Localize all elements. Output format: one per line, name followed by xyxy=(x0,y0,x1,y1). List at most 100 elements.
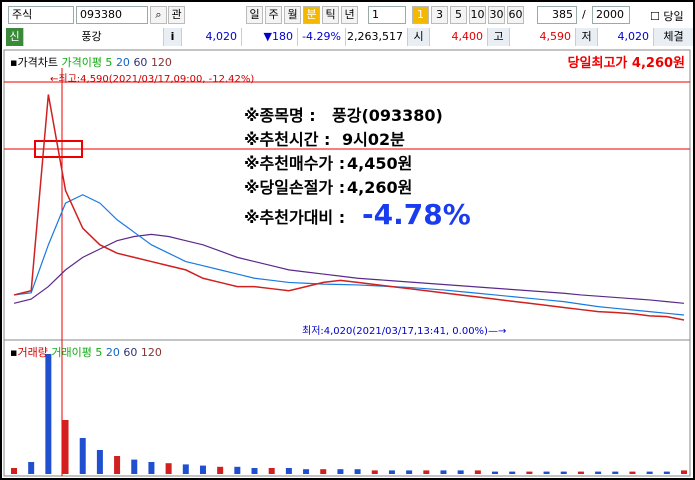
period-button[interactable]: 일 xyxy=(246,6,263,24)
period-button[interactable]: 월 xyxy=(284,6,301,24)
rec-value: 풍강(093380) xyxy=(332,106,443,125)
price: 4,020 xyxy=(182,28,242,46)
volume-bar xyxy=(474,470,481,474)
period-button[interactable]: 년 xyxy=(341,6,358,24)
rec-label: ※추천매수가 : xyxy=(244,154,346,173)
rate: -4.29% xyxy=(298,28,346,46)
volume-bar xyxy=(663,471,670,474)
volume-legend: ▪거래량 거래이평 5 20 60 120 xyxy=(10,346,162,359)
volume-bar xyxy=(595,471,602,474)
open: 4,400 xyxy=(430,28,488,46)
minute-button[interactable]: 60 xyxy=(507,6,524,24)
low: 4,020 xyxy=(598,28,654,46)
volume-bar xyxy=(681,470,687,474)
rec-label: ※추천시간 : xyxy=(244,130,331,149)
legend-entry: 60 xyxy=(123,346,138,359)
info-button[interactable]: i xyxy=(164,28,182,46)
high: 4,590 xyxy=(510,28,576,46)
rec-value: 4,450원 xyxy=(347,154,413,173)
volume-bar xyxy=(543,471,550,474)
price-legend: ▪가격차트 가격이평 5 20 60 120 xyxy=(10,56,172,69)
ma20-line xyxy=(13,194,685,316)
volume-bar xyxy=(251,468,258,474)
volume-bar xyxy=(560,471,567,474)
separator: / xyxy=(582,8,586,21)
volume-bar xyxy=(79,438,86,474)
period-button[interactable]: 틱 xyxy=(322,6,339,24)
volume-bar xyxy=(199,465,206,474)
volume-bar xyxy=(114,456,121,474)
market-select[interactable]: 주식 xyxy=(8,6,74,24)
volume-bar xyxy=(62,420,69,474)
checkbox-label: 당일 xyxy=(663,10,684,23)
volume-bar xyxy=(354,469,361,474)
day-high-note: 당일최고가 4,260원 xyxy=(567,56,685,71)
ma60-line xyxy=(13,233,685,304)
code-input[interactable]: 093380 xyxy=(76,6,148,24)
volume-bar xyxy=(165,463,172,474)
rec-value: -4.78% xyxy=(362,198,471,231)
minute-button[interactable]: 1 xyxy=(412,6,429,24)
legend-entry: 거래이평 5 xyxy=(51,346,103,359)
volume: 2,263,517 xyxy=(346,28,408,46)
legend-entry: 20 xyxy=(105,346,120,359)
volume-bar xyxy=(28,462,35,474)
high-label: 고 xyxy=(488,28,510,46)
volume-bar xyxy=(131,459,138,474)
volume-bar xyxy=(646,471,653,474)
volume-bar xyxy=(45,354,52,474)
rec-label: ※추천가대비 : xyxy=(244,208,346,227)
rec-value: 9시02분 xyxy=(342,130,405,149)
volume-bar xyxy=(492,471,499,474)
volume-bar xyxy=(320,469,327,474)
volume-bar xyxy=(217,466,224,474)
volume-bar xyxy=(612,471,619,474)
period-button[interactable]: 분 xyxy=(303,6,320,24)
count-input[interactable]: 385 xyxy=(537,6,577,24)
favorite-button[interactable]: 관 xyxy=(168,6,185,24)
stock-name: 풍강 xyxy=(24,28,164,46)
volume-bar xyxy=(268,468,275,474)
panel-title: 거래량 xyxy=(17,346,48,359)
volume-bar xyxy=(148,462,155,474)
low-label: 저 xyxy=(576,28,598,46)
highlight-box xyxy=(34,140,83,158)
volume-bar xyxy=(509,471,516,474)
max-input[interactable]: 2000 xyxy=(592,6,630,24)
minute-button[interactable]: 30 xyxy=(488,6,505,24)
search-button[interactable]: ⌕ xyxy=(150,6,167,24)
tab[interactable]: 체결 xyxy=(654,28,693,46)
interval-select[interactable]: 1 xyxy=(368,6,406,24)
volume-bar xyxy=(577,471,584,474)
volume-bar xyxy=(182,464,189,474)
volume-bar xyxy=(423,470,430,474)
legend-entry: 120 xyxy=(140,346,162,359)
badge: 신 xyxy=(6,28,24,46)
volume-bar xyxy=(11,468,17,474)
legend-entry: 120 xyxy=(150,56,172,69)
volume-bar xyxy=(406,470,413,474)
open-label: 시 xyxy=(408,28,430,46)
volume-bar xyxy=(388,470,395,474)
high-note: ←최고:4,590(2021/03/17,09:00, -12.42%) xyxy=(50,74,255,85)
legend-entry: 가격이평 5 xyxy=(61,56,113,69)
low-note: 최저:4,020(2021/03/17,13:41, 0.00%)—→ xyxy=(302,326,507,337)
period-button[interactable]: 주 xyxy=(265,6,282,24)
today-checkbox[interactable]: ☐ 당일 xyxy=(650,10,684,23)
rec-label: ※종목명 : xyxy=(244,106,316,125)
volume-bar xyxy=(234,466,241,474)
volume-bar xyxy=(526,471,533,474)
chart-frame xyxy=(3,49,691,477)
minute-button[interactable]: 5 xyxy=(450,6,467,24)
rec-label: ※당일손절가 : xyxy=(244,178,346,197)
volume-bar xyxy=(303,469,310,474)
volume-bar xyxy=(457,470,464,474)
legend-entry: 20 xyxy=(115,56,130,69)
panel-title: 가격차트 xyxy=(17,56,58,69)
minute-button[interactable]: 3 xyxy=(431,6,448,24)
minute-button[interactable]: 10 xyxy=(469,6,486,24)
volume-bar xyxy=(337,469,344,474)
change: ▼180 xyxy=(242,28,298,46)
